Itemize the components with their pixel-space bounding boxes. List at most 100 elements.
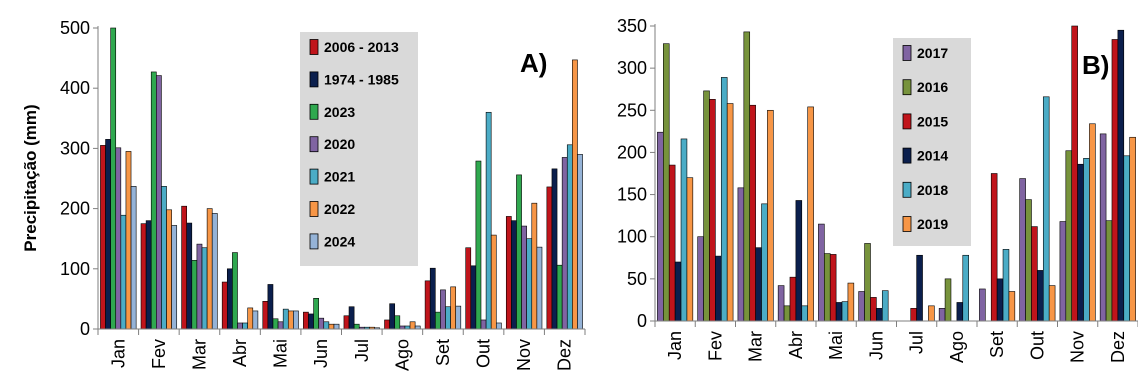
bar [171,225,178,330]
bar [1083,158,1090,322]
bar [130,186,137,330]
bar [1105,220,1113,322]
bar [755,247,762,322]
bar [962,254,969,322]
legend-label: 2022 [324,201,355,217]
bar [242,322,248,330]
legend-swatch [309,39,319,55]
bar [703,90,710,322]
bar [521,225,527,330]
legend-swatch [902,181,912,198]
x-tick-label: Jul [352,339,372,362]
bar [384,319,390,330]
y-tick-label: 50 [627,269,647,289]
bar [956,302,964,322]
series-2019 [686,103,1136,322]
legend: 2006 - 2013 1974 - 1985 2023 2020 2021 2022 20… [300,32,418,266]
y-tick-label: 250 [617,100,647,120]
x-tick-label: Ago [392,339,412,371]
bar [1089,123,1096,322]
x-tick-label: Mar [189,339,209,370]
y-tick-label: 200 [60,199,90,219]
bar [105,139,111,330]
bar [424,280,431,330]
bar [277,321,284,330]
bar [916,254,923,322]
bar [938,308,946,322]
bar [232,252,238,330]
bar [1025,199,1032,322]
x-tick-label: Jun [866,331,886,360]
x-tick-label: Mai [271,339,291,368]
bar [870,297,877,322]
bar [495,322,502,330]
bar [343,315,350,330]
bar [674,261,682,322]
y-tick-label: 500 [60,18,90,38]
bar [252,310,259,330]
legend-swatch [309,103,319,120]
bar [115,147,122,330]
bar [551,168,558,330]
legend-label: 2017 [917,45,948,61]
bar [303,311,309,330]
legend-swatch [309,71,319,88]
x-tick-label: Jan [665,331,685,360]
bar [511,220,517,330]
bar [990,173,998,322]
bar [577,154,583,330]
chart-panel-2: 0 50 100 150 200 250 300 350 Jan Fev Mar Abr Mai Jun J… [617,16,1138,363]
bar [996,278,1004,322]
bar [561,157,568,330]
bar [323,321,330,330]
bar [726,103,734,322]
bar [100,145,106,330]
legend-swatch [902,79,912,96]
bar [864,243,871,322]
bar [668,164,676,322]
bar [789,276,797,322]
bar [156,75,162,330]
bar [1037,270,1044,322]
bar [237,322,243,330]
legend-label: 2015 [917,113,948,129]
bar [761,203,768,322]
bar [1071,25,1078,322]
bar [409,321,416,330]
bar [516,174,522,330]
bar [1042,96,1050,322]
bar [1099,133,1107,322]
bar [910,308,917,322]
bar [333,323,340,330]
y-tick-label: 150 [617,185,647,205]
bar [709,99,716,322]
chart-panel-1: 0 100 200 300 400 500 Jan Fev Mar Abr Mai Jun Jul Ago… [21,18,586,371]
x-tick-label: Ago [947,331,967,363]
y-tick-label: 100 [60,259,90,279]
bar [429,267,436,330]
bar [858,291,865,322]
bar [145,220,152,330]
bar [505,216,512,330]
bar [979,288,986,322]
bar [1048,285,1056,322]
x-tick-label: Set [433,339,453,366]
bar [526,238,533,330]
bar [282,308,289,330]
bar [140,223,147,330]
legend-swatch [309,233,319,250]
x-tick-label: Fev [149,339,169,369]
legend-label: 2024 [324,233,355,249]
y-tick-label: 0 [80,319,90,339]
bar [191,260,198,330]
bar [353,323,360,330]
legend-background [300,32,418,266]
legend-label: 2020 [324,136,355,152]
bar [795,200,803,322]
bar [928,305,935,322]
bar [110,27,117,330]
bar [389,303,396,330]
bar [1111,39,1119,322]
bar [328,323,335,330]
